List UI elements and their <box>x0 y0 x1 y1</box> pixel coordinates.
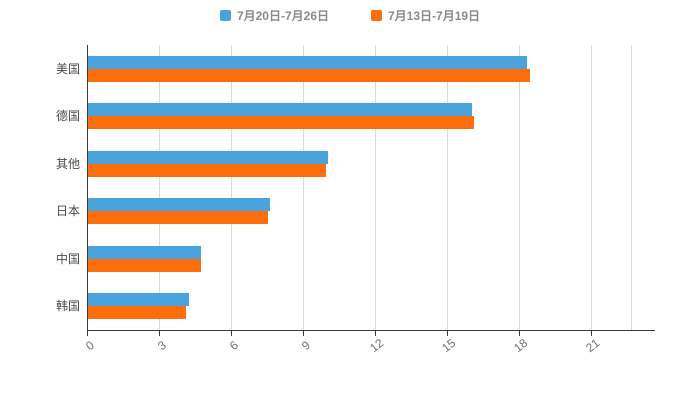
x-axis-tick <box>591 331 592 336</box>
gridline <box>375 45 376 330</box>
x-tick-label: 9 <box>299 337 313 354</box>
y-category-label: 美国 <box>55 61 80 76</box>
gridline <box>303 45 304 330</box>
x-tick-label: 0 <box>83 337 97 354</box>
y-category-label: 中国 <box>55 251 80 266</box>
bar-德国-series-1 <box>88 116 475 130</box>
legend-swatch-icon <box>219 10 231 21</box>
plot-right-border <box>631 45 632 330</box>
gridline <box>519 45 520 330</box>
legend-swatch-icon <box>371 10 382 21</box>
legend-item-label: 7月20日-7月26日 <box>236 9 329 23</box>
x-axis-tick <box>375 331 376 336</box>
x-tick-label: 21 <box>583 335 603 356</box>
x-tick-label: 15 <box>439 335 459 356</box>
gridline <box>591 45 592 330</box>
y-category-label: 韩国 <box>55 299 80 314</box>
bar-美国-series-1 <box>88 68 530 82</box>
bar-中国-series-0 <box>88 245 201 259</box>
gridline <box>159 45 160 330</box>
y-category-label: 其他 <box>55 156 80 171</box>
bar-日本-series-1 <box>88 211 268 225</box>
gridline <box>447 45 448 330</box>
bar-中国-series-1 <box>88 258 201 272</box>
bar-韩国-series-0 <box>88 293 189 307</box>
gridline <box>231 45 232 330</box>
legend-item-series-0[interactable]: 7月20日-7月26日 <box>219 7 329 24</box>
x-tick-label: 6 <box>227 337 241 354</box>
y-axis-labels: 美国德国其他日本中国韩国 <box>8 45 80 330</box>
x-tick-label: 3 <box>155 337 169 354</box>
bar-美国-series-0 <box>88 55 528 69</box>
x-axis-tick <box>519 331 520 336</box>
plot-area <box>87 45 632 330</box>
x-tick-label: 18 <box>511 335 531 356</box>
legend-item-label: 7月13日-7月19日 <box>388 9 481 23</box>
bar-德国-series-0 <box>88 103 472 117</box>
x-axis-tick <box>447 331 448 336</box>
legend: 7月20日-7月26日 7月13日-7月19日 <box>0 7 700 24</box>
x-axis-tick <box>87 331 88 336</box>
bar-其他-series-0 <box>88 150 328 164</box>
bar-日本-series-0 <box>88 198 271 212</box>
y-axis-line <box>87 45 88 331</box>
bar-其他-series-1 <box>88 163 326 177</box>
y-category-label: 日本 <box>55 204 80 219</box>
legend-item-series-1[interactable]: 7月13日-7月19日 <box>371 7 480 24</box>
bar-韩国-series-1 <box>88 306 187 320</box>
x-tick-label: 12 <box>367 335 387 356</box>
x-axis-line <box>87 330 655 331</box>
y-category-label: 德国 <box>55 109 80 124</box>
x-axis-tick <box>303 331 304 336</box>
x-axis-tick <box>159 331 160 336</box>
x-axis-tick <box>231 331 232 336</box>
